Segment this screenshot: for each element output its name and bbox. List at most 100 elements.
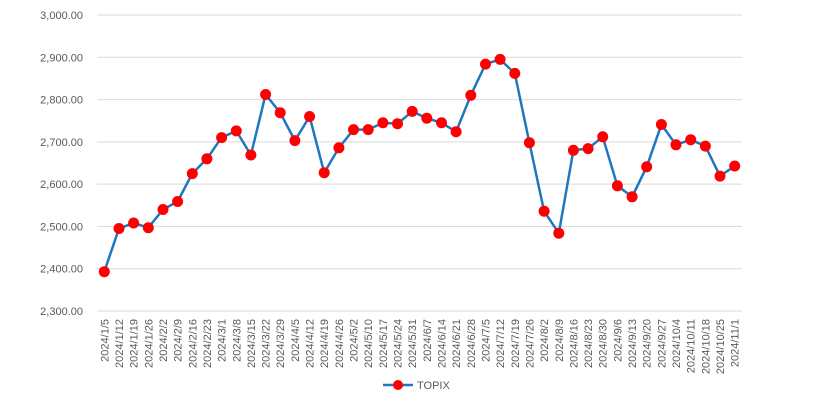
data-point <box>480 58 491 70</box>
y-axis-tick-labels: 2,300.00 2,400.00 2,500.00 2,600.00 2,700.00… <box>40 10 83 318</box>
y-tick-label: 2,500.00 <box>40 221 83 233</box>
legend-label-topix: TOPIX <box>417 380 450 392</box>
x-tick-label: 2024/7/12 <box>495 319 507 368</box>
data-point <box>157 204 169 215</box>
data-point <box>641 161 653 173</box>
x-tick-label: 2024/8/9 <box>554 319 566 362</box>
x-tick-label: 2024/8/2 <box>539 319 551 362</box>
x-tick-label: 2024/5/2 <box>349 319 361 362</box>
x-tick-label: 2024/9/13 <box>627 319 639 368</box>
x-tick-label: 2024/5/31 <box>407 319 419 368</box>
data-point <box>597 131 609 143</box>
x-tick-label: 2024/4/19 <box>319 319 331 368</box>
legend-marker-swatch <box>393 380 403 390</box>
x-tick-label: 2024/7/26 <box>524 319 536 368</box>
data-point <box>582 143 594 155</box>
data-point <box>538 205 550 217</box>
data-point <box>670 139 682 151</box>
y-tick-label: 2,900.00 <box>40 52 83 64</box>
data-point <box>509 67 521 79</box>
x-tick-label: 2024/7/19 <box>510 319 522 368</box>
data-point <box>406 105 418 117</box>
series-topix <box>98 53 741 278</box>
data-point <box>274 107 286 119</box>
x-tick-label: 2024/9/20 <box>642 319 654 368</box>
x-tick-label: 2024/10/18 <box>700 319 712 374</box>
data-point <box>626 191 638 203</box>
y-tick-label: 2,300.00 <box>40 306 83 318</box>
x-tick-label: 2024/3/8 <box>231 319 243 362</box>
x-tick-label: 2024/2/16 <box>187 319 199 368</box>
data-point <box>186 168 198 180</box>
data-point <box>523 137 535 149</box>
data-point <box>655 119 667 130</box>
data-point <box>421 112 433 124</box>
data-point <box>142 222 154 234</box>
x-tick-label: 2024/5/17 <box>378 319 390 368</box>
data-point <box>729 160 741 172</box>
data-point <box>494 53 506 65</box>
x-tick-label: 2024/8/23 <box>583 319 595 368</box>
x-tick-label: 2024/9/27 <box>656 319 668 368</box>
x-tick-label: 2024/3/29 <box>275 319 287 368</box>
x-tick-label: 2024/10/4 <box>671 319 683 368</box>
data-point <box>392 118 403 130</box>
x-tick-label: 2024/2/23 <box>202 319 214 368</box>
data-point <box>216 132 228 144</box>
data-point <box>714 170 726 182</box>
x-tick-label: 2024/7/5 <box>480 319 492 362</box>
y-tick-label: 2,800.00 <box>40 95 83 107</box>
x-tick-label: 2024/2/9 <box>173 319 185 362</box>
data-point <box>567 144 579 156</box>
data-point <box>260 89 272 100</box>
x-tick-label: 2024/1/19 <box>129 319 141 368</box>
data-point <box>362 124 374 136</box>
x-tick-label: 2024/10/11 <box>686 319 698 373</box>
data-point <box>436 117 447 129</box>
y-tick-label: 2,400.00 <box>40 264 83 276</box>
x-tick-label: 2024/5/10 <box>363 319 375 368</box>
data-point <box>113 223 125 234</box>
x-axis-tick-labels: 2024/1/5 2024/1/12 2024/1/19 2024/1/26 2024/… <box>99 319 741 374</box>
data-point <box>201 153 213 165</box>
x-tick-label: 2024/1/12 <box>114 319 126 368</box>
data-point <box>245 149 257 161</box>
data-point <box>318 167 330 179</box>
x-tick-label: 2024/6/28 <box>466 319 478 368</box>
x-tick-label: 2024/4/12 <box>305 319 317 368</box>
x-tick-label: 2024/3/1 <box>217 319 229 362</box>
data-point <box>685 134 697 146</box>
x-tick-label: 2024/1/26 <box>143 319 155 368</box>
x-tick-label: 2024/6/21 <box>451 319 463 368</box>
x-tick-label: 2024/10/25 <box>715 319 727 374</box>
x-tick-label: 2024/2/2 <box>158 319 170 362</box>
data-point <box>230 125 242 137</box>
data-point <box>304 111 316 122</box>
data-point <box>172 196 184 207</box>
x-tick-label: 2024/8/30 <box>598 319 610 368</box>
x-tick-label: 2024/11/1 <box>730 319 742 367</box>
x-tick-label: 2024/4/5 <box>290 319 302 362</box>
x-tick-label: 2024/6/7 <box>422 319 434 362</box>
gridlines <box>97 14 742 312</box>
legend: TOPIX <box>383 380 450 392</box>
data-point <box>333 142 345 154</box>
data-point <box>289 135 301 147</box>
data-point <box>377 117 389 129</box>
x-tick-label: 2024/9/6 <box>612 319 624 362</box>
x-tick-label: 2024/5/24 <box>393 319 405 368</box>
data-point <box>553 227 565 239</box>
data-point <box>450 126 462 138</box>
data-point <box>98 266 110 278</box>
data-point <box>348 124 359 136</box>
y-tick-label: 3,000.00 <box>40 10 83 22</box>
data-point <box>128 217 140 229</box>
data-point <box>611 180 623 192</box>
y-tick-label: 2,600.00 <box>40 179 83 191</box>
y-tick-label: 2,700.00 <box>40 137 83 149</box>
data-point <box>699 140 711 152</box>
x-tick-label: 2024/3/15 <box>246 319 258 368</box>
